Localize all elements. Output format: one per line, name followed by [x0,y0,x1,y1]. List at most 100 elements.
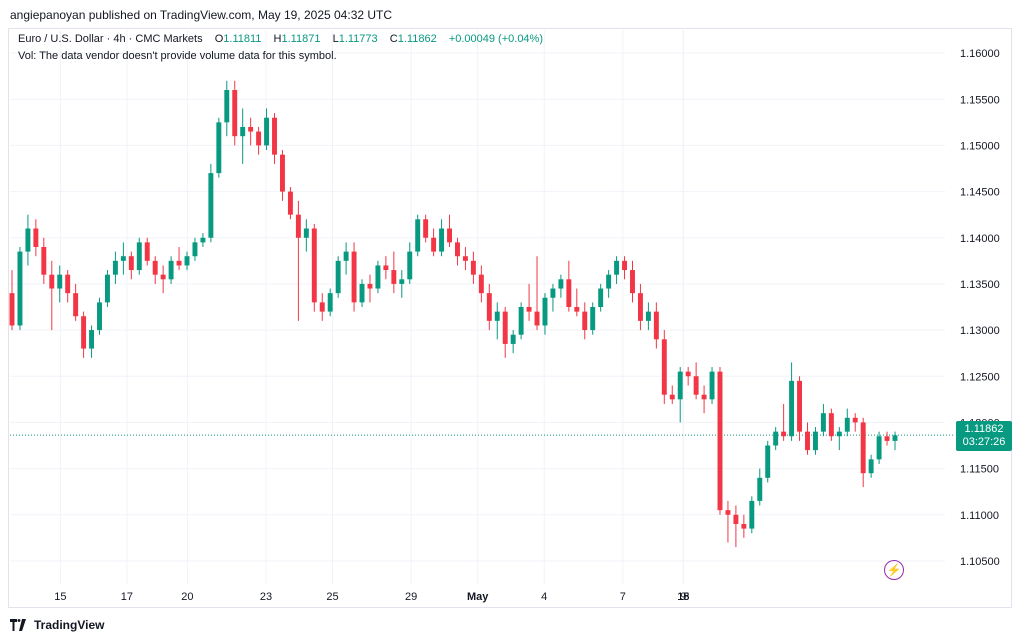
x-tick-label: 9 [680,591,686,603]
y-tick-label: 1.13500 [960,279,1000,291]
y-tick-label: 1.10500 [960,556,1000,568]
candle-body [494,311,500,321]
x-tick-label: 15 [677,591,689,603]
candle-body [645,311,651,321]
candle-body [685,371,691,377]
candle-body [892,435,898,441]
tradingview-footer[interactable]: TradingView [10,618,104,632]
candle-body [566,279,572,307]
candle-body [836,431,842,437]
candle-body [391,270,397,284]
candle-body [208,173,214,238]
candle-body [661,339,667,395]
candle-body [478,274,484,294]
candle-body [168,260,174,280]
candle-body [128,256,134,271]
x-tick-label: 15 [54,591,66,603]
symbol-name[interactable]: Euro / U.S. Dollar · 4h · CMC Markets [18,33,203,45]
low-label: L [332,33,339,45]
y-tick-label: 1.11000 [960,510,999,522]
candle-body [717,371,723,511]
candle-body [335,260,341,294]
high-value: 1.11871 [281,33,321,45]
candle-body [152,260,158,275]
candle-body [351,251,357,303]
candle-body [415,219,421,252]
candle-body [272,117,277,155]
candle-body [17,251,23,326]
last-price-badge: 1.11862 03:27:26 [956,421,1012,451]
candle-body [343,251,349,261]
candle-body [526,307,532,312]
candle-body [884,436,890,441]
candle-body [622,260,627,271]
candle-body [216,122,222,174]
lightning-icon[interactable]: ⚡ [884,560,904,580]
candle-body [248,126,254,132]
candle-body [598,288,604,307]
candle-body [431,237,437,252]
candle-body [367,283,373,289]
candle-body [280,154,285,192]
candle-body [781,431,787,437]
candle-body [741,523,747,529]
candle-body [653,311,659,340]
candle-body [104,274,110,303]
candle-body [550,288,556,298]
candle-body [876,436,882,460]
candle-body [542,297,548,326]
x-tick-label: 17 [121,591,133,603]
candle-body [264,117,270,146]
candle-body [797,380,803,432]
candle-body [224,90,230,123]
candle-body [630,270,635,294]
candle-body [510,334,516,344]
volume-note: Vol: The data vendor doesn't provide vol… [18,50,337,62]
chart-frame[interactable] [8,28,1012,608]
candle-body [311,228,317,303]
candle-body [25,228,31,252]
candle-body [805,431,810,451]
candle-body [73,293,79,317]
candle-body [423,219,429,238]
candle-body [192,242,198,257]
candle-body [455,242,460,257]
candle-body [677,371,683,400]
y-tick-label: 1.14000 [960,233,1000,245]
candle-body [574,307,580,312]
candle-body [359,283,365,303]
candle-body [868,459,874,474]
candle-body [709,371,715,400]
open-value: 1.11811 [223,33,262,45]
candle-body [733,514,739,524]
candle-body [447,228,452,243]
x-tick-label: 23 [260,591,272,603]
candle-body [590,307,596,331]
x-tick-label: 29 [405,591,417,603]
high-label: H [273,33,282,45]
x-tick-label: 7 [620,591,626,603]
y-tick-label: 1.15500 [960,94,1000,106]
candle-body [407,251,413,280]
y-tick-label: 1.14500 [960,187,1000,199]
y-tick-label: 1.13000 [960,325,1000,337]
candle-body [232,90,238,137]
y-tick-label: 1.16000 [960,48,1000,60]
candle-body [399,279,405,284]
x-tick-label: 18 [677,591,689,603]
candle-body [518,307,524,335]
candle-body [693,376,699,395]
x-tick-label: 25 [326,591,338,603]
change-value: +0.00049 (+0.04%) [448,33,543,45]
candle-body [749,500,755,529]
x-tick-label: 4 [541,591,547,603]
candle-body [757,477,763,501]
candle-body [33,228,39,247]
candle-body [144,242,150,261]
candle-body [41,246,47,275]
candle-body [120,256,126,261]
candle-body [502,311,508,344]
candle-body [303,228,309,238]
close-value: 1.11862 [397,33,437,45]
